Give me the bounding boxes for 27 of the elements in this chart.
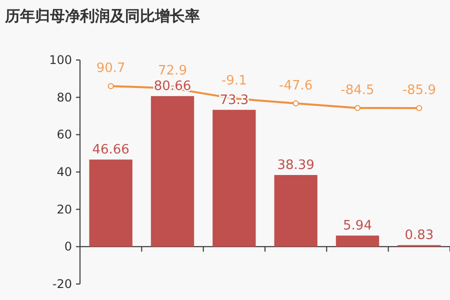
data-label: 38.39 bbox=[277, 158, 314, 174]
chart-title: 历年归母净利润及同比增长率 bbox=[4, 7, 200, 25]
bar bbox=[336, 236, 380, 247]
data-label: 46.66 bbox=[92, 142, 130, 158]
y-tick-label: 40 bbox=[56, 165, 72, 179]
y-tick-label: 60 bbox=[56, 128, 72, 142]
data-label: -85.9 bbox=[402, 83, 436, 98]
y-tick-label: 20 bbox=[56, 202, 72, 216]
point bbox=[354, 104, 360, 111]
data-label: 72.9 bbox=[158, 63, 187, 78]
point bbox=[108, 83, 114, 90]
bar bbox=[150, 96, 194, 247]
y-tick-label: 80 bbox=[56, 90, 72, 104]
data-label: 90.7 bbox=[96, 61, 126, 76]
bar bbox=[274, 175, 318, 247]
point bbox=[292, 100, 299, 106]
data-label: -9.1 bbox=[221, 74, 247, 89]
point bbox=[416, 105, 422, 112]
data-label: -84.5 bbox=[340, 82, 374, 98]
y-tick-label: 0 bbox=[64, 240, 72, 254]
y-tick-label: -20 bbox=[52, 277, 72, 291]
data-label: -47.6 bbox=[279, 78, 313, 94]
bar bbox=[89, 160, 132, 247]
data-label: 0.83 bbox=[404, 228, 434, 244]
y-tick-label: 100 bbox=[49, 53, 72, 67]
bar bbox=[212, 110, 256, 247]
data-label: 5.94 bbox=[343, 218, 372, 234]
